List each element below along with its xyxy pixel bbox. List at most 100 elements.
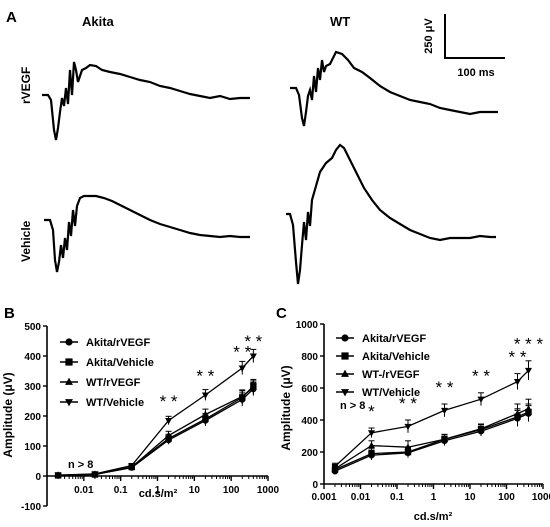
legend-label: WT/rVEGF	[86, 377, 141, 389]
significance-marker: * *	[160, 392, 178, 411]
data-point	[513, 379, 522, 386]
x-tick-label: 1000	[532, 492, 550, 503]
panel-b: B Amplitude (μV) cd.s/m² n > 8 -100 0 100 2…	[1, 305, 280, 513]
data-point	[249, 353, 257, 360]
panel-b-label: B	[4, 305, 15, 322]
y-tick-label: 200	[24, 412, 41, 423]
series-line	[58, 355, 254, 476]
significance-marker: * *	[509, 347, 527, 366]
column-label-wt: WT	[330, 14, 350, 29]
legend-marker	[65, 358, 73, 366]
y-tick-label: 400	[301, 416, 318, 427]
scale-time-label: 100 ms	[457, 67, 494, 79]
panel-c-ylabel: Amplitude (μV)	[279, 365, 293, 450]
panel-c-axes: 0 200 400 600 800 1000 0.001 0.01 0.1 1 10 100 1000	[296, 320, 550, 503]
y-tick-label: 500	[24, 322, 41, 333]
x-tick-label: 100	[223, 485, 240, 496]
y-tick-label: -100	[21, 502, 41, 513]
column-label-akita: Akita	[82, 14, 115, 29]
data-point	[404, 443, 412, 450]
x-tick-label: 0.001	[311, 492, 336, 503]
x-tick-label: 10	[464, 492, 476, 503]
x-tick-label: 0.1	[390, 492, 404, 503]
x-tick-label: 10	[189, 485, 201, 496]
panel-c-n-note: n > 8	[340, 400, 365, 412]
significance-marker: * *	[436, 378, 454, 397]
data-point	[404, 423, 412, 431]
x-tick-label: 1000	[257, 485, 280, 496]
scale-amplitude-label: 250 μV	[423, 18, 435, 54]
data-point	[249, 383, 257, 391]
data-point	[165, 417, 173, 425]
legend-marker	[341, 369, 349, 377]
data-point	[238, 392, 246, 400]
legend-marker	[341, 352, 349, 360]
data-point	[201, 410, 209, 418]
x-tick-label: 0.1	[114, 485, 128, 496]
panel-b-plot: * ** ** ** *	[54, 332, 263, 479]
y-tick-label: 800	[301, 352, 318, 363]
significance-marker: * *	[244, 332, 262, 351]
y-tick-label: 1000	[296, 320, 319, 331]
panel-c-plot: * * ** ** ** ** * *	[331, 335, 544, 475]
data-point	[477, 424, 485, 432]
data-point	[201, 392, 209, 399]
data-point	[477, 396, 485, 404]
data-point	[238, 365, 246, 372]
data-point	[440, 435, 449, 442]
legend-label: WT/Vehicle	[362, 387, 420, 399]
trace-wt-vehicle	[286, 143, 496, 285]
trace-akita-rvegf	[42, 61, 250, 141]
data-point	[524, 404, 532, 412]
significance-marker: * * *	[514, 335, 544, 354]
panel-c-label: C	[276, 305, 287, 322]
y-tick-label: 0	[312, 480, 318, 491]
y-tick-label: 200	[301, 448, 318, 459]
legend-marker	[341, 334, 349, 342]
legend-label: Akita/rVEGF	[362, 333, 426, 345]
panel-b-n-note: n > 8	[68, 459, 93, 471]
row-label-rvegf: rVEGF	[19, 67, 33, 104]
x-tick-label: 0.01	[351, 492, 371, 503]
panel-c-legend: Akita/rVEGF Akita/Vehicle WT-/rVEGF WT/Vehi…	[336, 333, 430, 399]
scale-bar: 250 μV 100 ms	[423, 14, 505, 79]
data-point	[368, 450, 375, 457]
significance-marker: * *	[399, 394, 417, 413]
legend-label: WT/Vehicle	[86, 397, 144, 409]
panel-b-ylabel: Amplitude (μV)	[1, 372, 15, 457]
data-point	[128, 462, 136, 470]
legend-marker	[65, 377, 73, 385]
y-tick-label: 600	[301, 384, 318, 395]
legend-label: Akita/Vehicle	[362, 351, 430, 363]
scale-bar-lines	[444, 14, 505, 59]
data-point	[367, 441, 376, 449]
significance-marker: *	[368, 402, 375, 421]
data-point	[91, 471, 99, 478]
panel-b-legend: Akita/rVEGF Akita/Vehicle WT/rVEGF WT/Vehic…	[60, 337, 154, 409]
legend-marker	[65, 338, 73, 346]
legend-label: Akita/Vehicle	[86, 357, 154, 369]
panel-b-axes: -100 0 100 200 300 400 500 0.01 0.1 1 10 100 1000	[21, 322, 280, 513]
y-tick-label: 100	[24, 442, 41, 453]
data-point	[165, 431, 173, 439]
y-tick-label: 400	[24, 352, 41, 363]
data-point	[367, 430, 376, 437]
data-point	[54, 472, 62, 479]
data-point	[513, 409, 522, 417]
data-point	[440, 407, 449, 415]
x-tick-label: 1	[155, 485, 161, 496]
panel-a-label: A	[6, 9, 17, 26]
panel-c-xlabel: cd.s/m²	[414, 511, 453, 523]
legend-label: WT-/rVEGF	[362, 369, 420, 381]
significance-marker: * *	[472, 367, 490, 386]
data-point	[331, 463, 339, 471]
x-tick-label: 0.01	[74, 485, 94, 496]
data-point	[524, 367, 532, 375]
trace-wt-rvegf	[290, 50, 498, 127]
legend-marker	[65, 399, 73, 407]
panel-b-xlabel: cd.s/m²	[139, 488, 178, 500]
legend-label: Akita/rVEGF	[86, 337, 150, 349]
panel-c: C Amplitude (μV) cd.s/m² n > 8 0 200 400 60…	[276, 305, 550, 523]
series-line	[334, 369, 529, 467]
